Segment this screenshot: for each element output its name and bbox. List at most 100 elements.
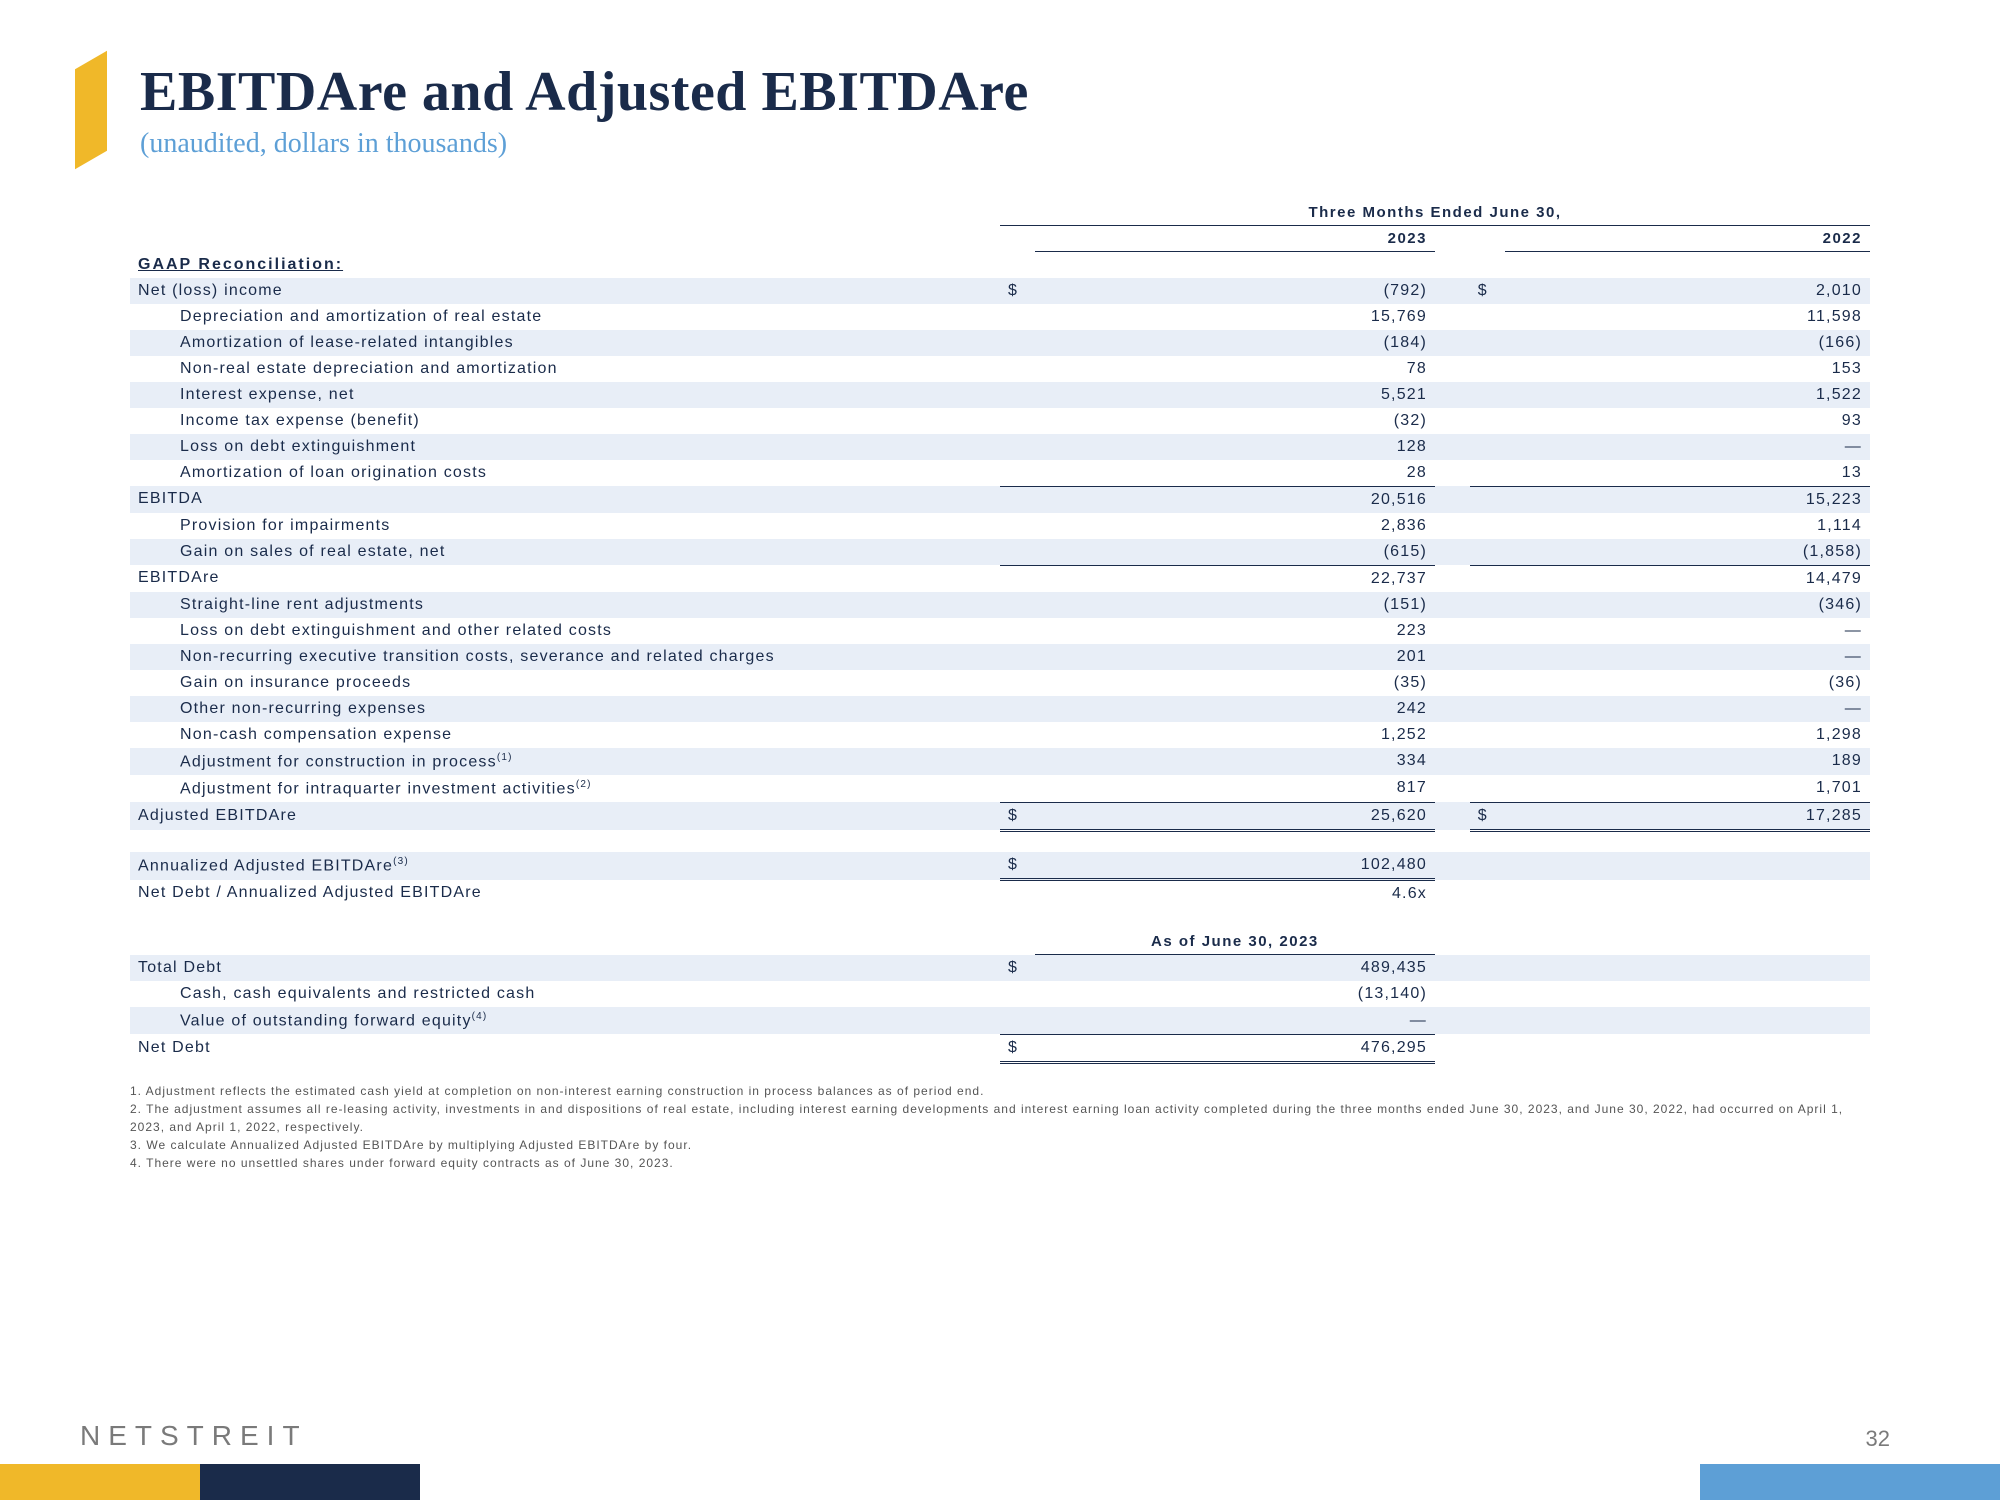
footnotes-block: 1. Adjustment reflects the estimated cas…	[130, 1082, 1870, 1172]
value-2023: 128	[1035, 434, 1435, 460]
value-2023: (13,140)	[1035, 981, 1435, 1007]
row-label: Adjustment for construction in process(1…	[130, 748, 1000, 775]
row-label: Adjusted EBITDAre	[130, 802, 1000, 830]
table-row: Non-recurring executive transition costs…	[130, 644, 1870, 670]
value-2022: —	[1505, 644, 1870, 670]
value-2022: 1,114	[1505, 513, 1870, 539]
table-row: Provision for impairments 2,836 1,114	[130, 513, 1870, 539]
value-2022: —	[1505, 434, 1870, 460]
value-2023: 476,295	[1035, 1034, 1435, 1062]
section-header-row: GAAP Reconciliation:	[130, 252, 1870, 278]
row-label: Amortization of loan origination costs	[130, 460, 1000, 487]
value-2022: 14,479	[1505, 565, 1870, 592]
slide-container: EBITDAre and Adjusted EBITDAre (unaudite…	[0, 0, 2000, 1500]
row-label: Total Debt	[130, 955, 1000, 982]
value-2023: 78	[1035, 356, 1435, 382]
table-row: Loss on debt extinguishment 128 —	[130, 434, 1870, 460]
page-number: 32	[1866, 1426, 1890, 1452]
annualized-row: Annualized Adjusted EBITDAre(3) $ 102,48…	[130, 852, 1870, 880]
value-2023: 242	[1035, 696, 1435, 722]
value-2023: (792)	[1035, 278, 1435, 304]
reconciliation-table: Three Months Ended June 30, 2023 2022 GA…	[130, 200, 1870, 1064]
table-row: Straight-line rent adjustments (151) (34…	[130, 592, 1870, 618]
period-header-row: Three Months Ended June 30,	[130, 200, 1870, 226]
row-label: Depreciation and amortization of real es…	[130, 304, 1000, 330]
value-2022: 13	[1505, 460, 1870, 487]
footnote-item: 4. There were no unsettled shares under …	[130, 1154, 1870, 1172]
value-2023: 15,769	[1035, 304, 1435, 330]
row-label: Cash, cash equivalents and restricted ca…	[130, 981, 1000, 1007]
row-label: Loss on debt extinguishment	[130, 434, 1000, 460]
spacer-row	[130, 907, 1870, 929]
row-label: Non-recurring executive transition costs…	[130, 644, 1000, 670]
footnote-ref: (4)	[472, 1011, 488, 1022]
footer-accent-yellow-icon	[0, 1464, 200, 1500]
footnote-ref: (2)	[576, 779, 592, 790]
footnote-ref: (1)	[497, 752, 513, 763]
value-2023: 817	[1035, 775, 1435, 802]
debt-row: Total Debt $ 489,435	[130, 955, 1870, 982]
value-2023: (35)	[1035, 670, 1435, 696]
row-label: Provision for impairments	[130, 513, 1000, 539]
currency-symbol: $	[1000, 802, 1035, 830]
section-header: GAAP Reconciliation:	[130, 252, 1000, 278]
gaap-table-container: Three Months Ended June 30, 2023 2022 GA…	[130, 200, 1870, 1172]
value-2023: (151)	[1035, 592, 1435, 618]
footer-bar	[0, 1464, 2000, 1500]
row-label: Non-real estate depreciation and amortiz…	[130, 356, 1000, 382]
table-row: Other non-recurring expenses 242 —	[130, 696, 1870, 722]
value-2023: (615)	[1035, 539, 1435, 566]
value-2022: (346)	[1505, 592, 1870, 618]
value-2022: 189	[1505, 748, 1870, 775]
currency-symbol: $	[1000, 955, 1035, 982]
net-debt-row: Net Debt $ 476,295	[130, 1034, 1870, 1062]
page-subtitle: (unaudited, dollars in thousands)	[140, 128, 1870, 160]
footnote-ref: (3)	[393, 856, 409, 867]
accent-bar-icon	[75, 51, 107, 169]
row-label: Interest expense, net	[130, 382, 1000, 408]
value-2022: —	[1505, 696, 1870, 722]
table-row: Non-cash compensation expense 1,252 1,29…	[130, 722, 1870, 748]
currency-symbol: $	[1000, 852, 1035, 880]
row-label: EBITDA	[130, 486, 1000, 513]
currency-symbol: $	[1470, 278, 1505, 304]
table-row: Adjustment for construction in process(1…	[130, 748, 1870, 775]
total-row-adjusted-ebitdare: Adjusted EBITDAre $ 25,620 $ 17,285	[130, 802, 1870, 830]
subtotal-row-ebitda: EBITDA 20,516 15,223	[130, 486, 1870, 513]
row-label: Amortization of lease-related intangible…	[130, 330, 1000, 356]
currency-symbol: $	[1470, 802, 1505, 830]
row-label: Net (loss) income	[130, 278, 1000, 304]
value-2022: (1,858)	[1505, 539, 1870, 566]
period-header: Three Months Ended June 30,	[1000, 200, 1870, 226]
row-label: Income tax expense (benefit)	[130, 408, 1000, 434]
value-2022: 15,223	[1505, 486, 1870, 513]
value-2023: 28	[1035, 460, 1435, 487]
year-2023: 2023	[1035, 226, 1435, 252]
table-row: Income tax expense (benefit) (32) 93	[130, 408, 1870, 434]
table-row: Loss on debt extinguishment and other re…	[130, 618, 1870, 644]
footer-accent-navy-icon	[200, 1464, 420, 1500]
row-label: Annualized Adjusted EBITDAre(3)	[130, 852, 1000, 880]
value-2023: (32)	[1035, 408, 1435, 434]
value-2023: 102,480	[1035, 852, 1435, 880]
value-2023: 2,836	[1035, 513, 1435, 539]
table-row: Non-real estate depreciation and amortiz…	[130, 356, 1870, 382]
value-2022: 2,010	[1505, 278, 1870, 304]
value-2023: 22,737	[1035, 565, 1435, 592]
debt-row: Value of outstanding forward equity(4) —	[130, 1007, 1870, 1034]
ratio-row: Net Debt / Annualized Adjusted EBITDAre …	[130, 880, 1870, 908]
value-2022: 93	[1505, 408, 1870, 434]
value-2023: 20,516	[1035, 486, 1435, 513]
table-row: Amortization of lease-related intangible…	[130, 330, 1870, 356]
value-2023: —	[1035, 1007, 1435, 1034]
row-label: Value of outstanding forward equity(4)	[130, 1007, 1000, 1034]
debt-row: Cash, cash equivalents and restricted ca…	[130, 981, 1870, 1007]
currency-symbol: $	[1000, 278, 1035, 304]
row-label: Net Debt	[130, 1034, 1000, 1062]
row-label: Loss on debt extinguishment and other re…	[130, 618, 1000, 644]
row-label: EBITDAre	[130, 565, 1000, 592]
value-2022: —	[1505, 618, 1870, 644]
value-2023: (184)	[1035, 330, 1435, 356]
footnote-item: 2. The adjustment assumes all re-leasing…	[130, 1100, 1870, 1136]
footer-accent-blue-icon	[1700, 1464, 2000, 1500]
